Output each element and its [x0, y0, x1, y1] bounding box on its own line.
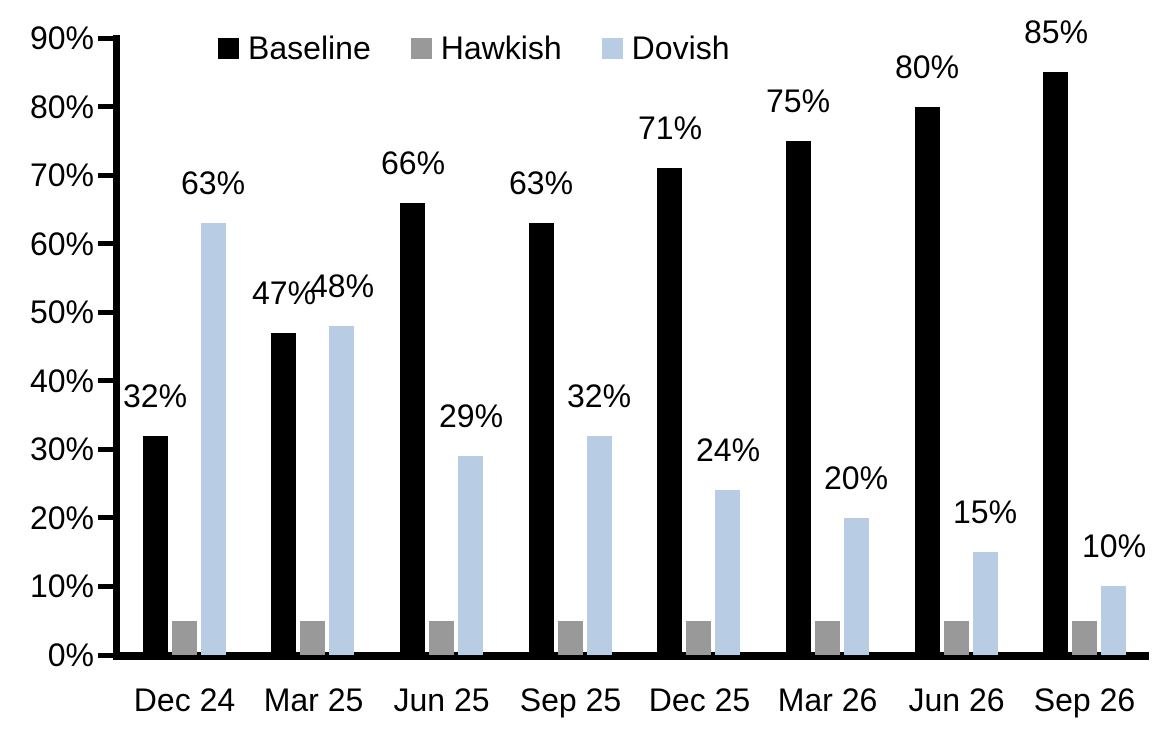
bar-hawkish-dec-25	[686, 621, 711, 655]
bar-baseline-sep-26	[1043, 72, 1068, 655]
x-tick-label-mar-26: Mar 26	[777, 682, 878, 718]
data-label-dovish-dec-25: 24%	[695, 432, 761, 468]
legend-item-hawkish: Hawkish	[410, 30, 562, 66]
y-tick-label: 80%	[29, 89, 94, 125]
y-tick-label: 30%	[29, 431, 94, 467]
x-tick-label-jun-25: Jun 25	[393, 682, 490, 718]
bar-hawkish-mar-26	[815, 621, 840, 655]
dovish-swatch-icon	[601, 37, 623, 59]
bar-baseline-dec-25	[657, 168, 682, 655]
bar-hawkish-jun-25	[429, 621, 454, 655]
bar-dovish-jun-25	[458, 456, 483, 655]
x-tick-label-sep-25: Sep 25	[519, 682, 622, 718]
legend-item-baseline: Baseline	[218, 31, 371, 65]
legend-item-dovish: Dovish	[601, 30, 730, 66]
bar-baseline-sep-25	[529, 223, 554, 655]
x-tick-label-mar-25: Mar 25	[263, 682, 364, 718]
data-label-dovish-sep-25: 32%	[566, 378, 632, 414]
bar-hawkish-dec-24	[172, 621, 197, 655]
y-tick-label: 50%	[29, 294, 94, 330]
y-axis-tick	[98, 447, 113, 452]
data-label-baseline-mar-25: 47%	[251, 275, 317, 311]
bar-baseline-dec-24	[143, 436, 168, 655]
legend-label-baseline: Baseline	[248, 30, 371, 66]
bar-hawkish-sep-25	[558, 621, 583, 655]
baseline-swatch-icon	[218, 37, 239, 59]
x-tick-label-dec-24: Dec 24	[133, 682, 236, 718]
legend-label-hawkish: Hawkish	[440, 30, 562, 66]
y-tick-label: 10%	[29, 568, 94, 604]
data-label-baseline-mar-26: 75%	[765, 83, 831, 119]
data-label-dovish-sep-26: 10%	[1081, 528, 1147, 564]
legend-label-dovish: Dovish	[631, 30, 730, 66]
data-label-dovish-mar-25: 48%	[309, 268, 375, 304]
x-axis-line	[113, 652, 1149, 660]
data-label-dovish-dec-24: 63%	[180, 165, 246, 201]
bar-dovish-mar-25	[329, 326, 354, 655]
y-tick-label: 70%	[29, 157, 94, 193]
bar-hawkish-sep-26	[1072, 621, 1097, 655]
bar-dovish-sep-25	[587, 436, 612, 655]
y-axis-tick	[98, 653, 113, 658]
y-axis-tick	[98, 173, 113, 178]
data-label-baseline-dec-25: 71%	[637, 110, 703, 146]
y-axis-tick	[98, 36, 113, 41]
data-label-baseline-jun-26: 80%	[894, 49, 960, 85]
y-axis-tick	[98, 515, 113, 520]
y-axis-tick	[98, 584, 113, 589]
hawkish-swatch-icon	[410, 37, 432, 59]
bar-hawkish-jun-26	[944, 621, 969, 655]
y-axis-line	[113, 35, 120, 660]
y-axis-tick	[98, 378, 113, 383]
data-label-baseline-jun-25: 66%	[380, 145, 446, 181]
data-label-dovish-jun-26: 15%	[952, 494, 1018, 530]
bar-dovish-dec-24	[201, 223, 226, 655]
bar-baseline-jun-25	[400, 203, 425, 655]
bar-dovish-sep-26	[1101, 586, 1126, 655]
x-tick-label-sep-26: Sep 26	[1033, 682, 1136, 718]
bar-dovish-dec-25	[715, 490, 740, 655]
bar-baseline-jun-26	[915, 107, 940, 655]
data-label-baseline-sep-25: 63%	[508, 165, 574, 201]
data-label-baseline-sep-26: 85%	[1023, 14, 1089, 50]
y-axis-tick	[98, 310, 113, 315]
y-tick-label: 40%	[29, 363, 94, 399]
y-tick-label: 0%	[47, 637, 94, 673]
y-tick-label: 90%	[29, 20, 94, 56]
x-tick-label-jun-26: Jun 26	[908, 682, 1005, 718]
data-label-dovish-jun-25: 29%	[438, 398, 504, 434]
x-tick-label-dec-25: Dec 25	[648, 682, 751, 718]
bar-hawkish-mar-25	[300, 621, 325, 655]
y-axis-tick	[98, 104, 113, 109]
y-axis-tick	[98, 241, 113, 246]
bar-dovish-jun-26	[973, 552, 998, 655]
y-tick-label: 20%	[29, 500, 94, 536]
chart-legend: Baseline Hawkish Dovish	[218, 31, 729, 65]
data-label-baseline-dec-24: 32%	[122, 378, 188, 414]
bar-dovish-mar-26	[844, 518, 869, 655]
bar-baseline-mar-26	[786, 141, 811, 655]
y-tick-label: 60%	[29, 226, 94, 262]
bar-baseline-mar-25	[271, 333, 296, 655]
data-label-dovish-mar-26: 20%	[823, 460, 889, 496]
